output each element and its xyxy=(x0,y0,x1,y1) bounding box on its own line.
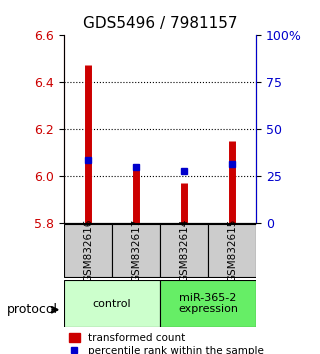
Text: control: control xyxy=(93,298,131,309)
Text: miR-365-2
expression: miR-365-2 expression xyxy=(178,293,238,314)
Text: protocol: protocol xyxy=(6,303,57,316)
Text: GSM832615: GSM832615 xyxy=(227,219,237,282)
Text: GSM832617: GSM832617 xyxy=(131,219,141,282)
FancyBboxPatch shape xyxy=(160,280,256,327)
Text: GSM832616: GSM832616 xyxy=(83,219,93,282)
FancyBboxPatch shape xyxy=(65,224,112,277)
FancyBboxPatch shape xyxy=(209,224,255,277)
Text: GSM832614: GSM832614 xyxy=(179,219,189,282)
Title: GDS5496 / 7981157: GDS5496 / 7981157 xyxy=(83,16,237,32)
FancyBboxPatch shape xyxy=(64,280,160,327)
Legend: transformed count, percentile rank within the sample: transformed count, percentile rank withi… xyxy=(69,333,264,354)
FancyBboxPatch shape xyxy=(161,224,208,277)
FancyBboxPatch shape xyxy=(113,224,159,277)
